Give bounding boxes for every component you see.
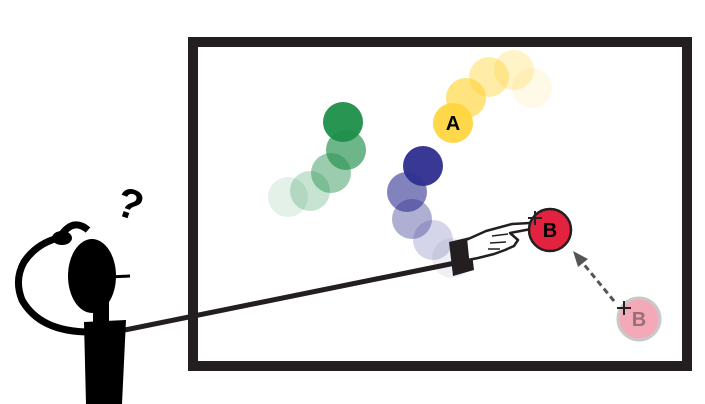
pointing-hand-icon — [464, 221, 533, 262]
confused-person-icon — [15, 221, 131, 404]
yellow-trail: A — [433, 50, 552, 143]
target-b-label: B — [543, 220, 557, 242]
display-frame — [188, 37, 692, 371]
target-b: B — [527, 207, 573, 253]
target-b-ghost-label: B — [632, 309, 646, 331]
question-mark-icon: ? — [111, 178, 150, 231]
target-a-label: A — [446, 113, 460, 135]
crosshair-icon — [617, 301, 631, 315]
green-trail — [268, 102, 366, 217]
green-target-circle — [323, 102, 363, 142]
target-a-circle — [433, 103, 473, 143]
blue-target-circle — [403, 146, 443, 186]
crosshair-icon — [528, 211, 542, 225]
blue-trail — [387, 146, 472, 278]
target-b-ghost: B — [616, 296, 662, 342]
target-b-circle — [527, 207, 573, 253]
movement-arrow — [573, 251, 616, 302]
